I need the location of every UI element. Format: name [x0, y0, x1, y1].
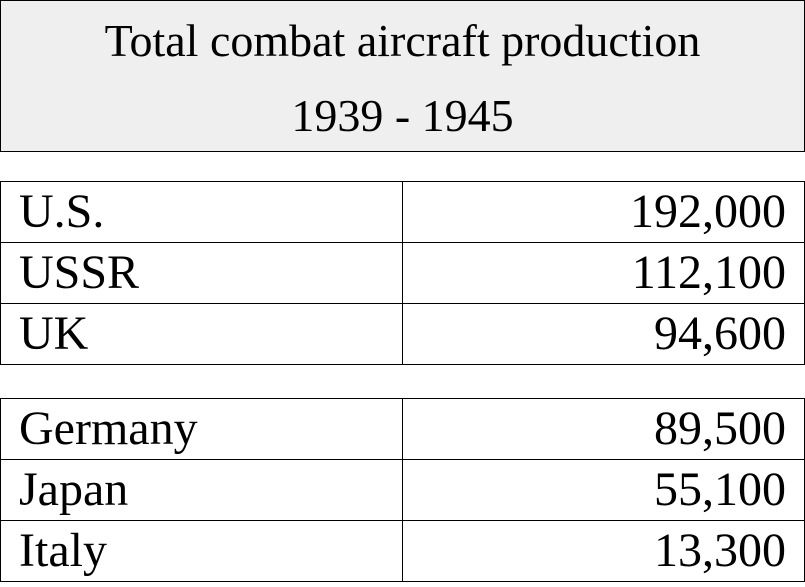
table-row: U.S. 192,000 — [0, 181, 805, 243]
production-value-cell: 94,600 — [402, 303, 805, 365]
table-row: USSR 112,100 — [0, 242, 805, 304]
production-value-cell: 13,300 — [402, 520, 805, 582]
production-value-cell: 89,500 — [402, 398, 805, 460]
production-value-cell: 112,100 — [402, 242, 805, 304]
table-title-box: Total combat aircraft production 1939 - … — [0, 0, 805, 152]
table-group-1: U.S. 192,000 USSR 112,100 UK 94,600 — [0, 181, 805, 365]
country-cell: USSR — [0, 242, 403, 304]
country-cell: U.S. — [0, 181, 403, 243]
country-cell: Italy — [0, 520, 403, 582]
production-value-cell: 192,000 — [402, 181, 805, 243]
country-cell: Japan — [0, 459, 403, 521]
production-value-cell: 55,100 — [402, 459, 805, 521]
table-group-2: Germany 89,500 Japan 55,100 Italy 13,300 — [0, 398, 805, 582]
table-subtitle: 1939 - 1945 — [291, 90, 514, 141]
table-row: UK 94,600 — [0, 303, 805, 365]
country-cell: UK — [0, 303, 403, 365]
country-cell: Germany — [0, 398, 403, 460]
table-row: Germany 89,500 — [0, 398, 805, 460]
table-title: Total combat aircraft production — [104, 15, 701, 66]
table-row: Japan 55,100 — [0, 459, 805, 521]
table-row: Italy 13,300 — [0, 520, 805, 582]
